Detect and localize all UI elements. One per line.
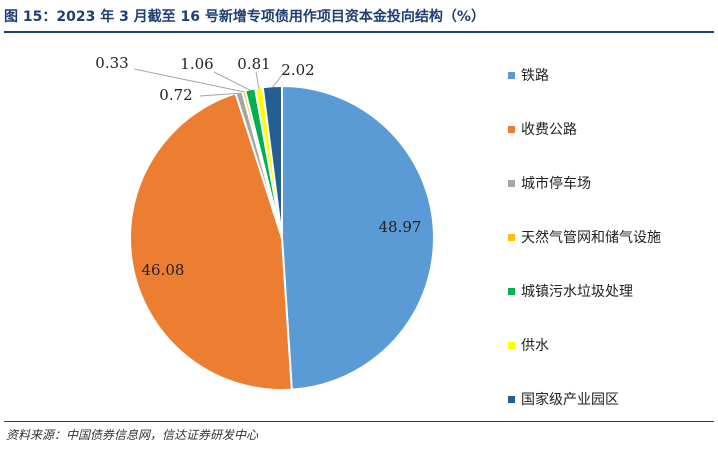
legend-swatch <box>508 233 515 241</box>
legend-label: 天然气管网和储气设施 <box>521 230 661 246</box>
title-divider <box>4 31 714 33</box>
legend-label: 城镇污水垃圾处理 <box>521 284 633 300</box>
data-label-3: 0.72 <box>159 86 192 104</box>
source-divider <box>4 421 714 422</box>
legend-label: 供水 <box>521 338 549 354</box>
data-label-6: 0.81 <box>237 55 270 73</box>
leader-line-3 <box>199 92 240 97</box>
legend-item-7: 国家级产业园区 <box>508 388 619 410</box>
leader-line-5 <box>213 71 251 91</box>
pie-slice-7 <box>261 84 283 239</box>
legend-item-3: 城市停车场 <box>508 172 591 194</box>
legend-item-2: 收费公路 <box>508 118 577 140</box>
legend-label: 铁路 <box>521 68 549 84</box>
data-label-2: 46.08 <box>142 261 185 279</box>
legend-label: 国家级产业园区 <box>521 392 619 408</box>
legend-label: 收费公路 <box>521 122 577 138</box>
legend-swatch <box>508 125 515 133</box>
legend-item-5: 城镇污水垃圾处理 <box>508 280 633 302</box>
leader-line-7 <box>272 69 287 88</box>
pie-slice-2 <box>129 92 293 391</box>
legend-swatch <box>508 287 515 295</box>
pie-slice-1 <box>281 84 435 391</box>
leader-line-6 <box>255 71 260 89</box>
leader-line-4 <box>133 68 245 93</box>
figure-title: 图 15：2023 年 3 月截至 16 号新增专项债用作项目资本金投向结构（%… <box>4 9 485 25</box>
legend-swatch <box>508 395 515 403</box>
data-label-5: 1.06 <box>180 55 213 73</box>
legend-swatch <box>508 179 515 187</box>
data-label-1: 48.97 <box>379 218 422 236</box>
legend-swatch <box>508 71 515 79</box>
legend-item-6: 供水 <box>508 334 549 356</box>
source-note: 资料来源：中国债券信息网，信达证券研发中心 <box>6 428 259 442</box>
legend-item-4: 天然气管网和储气设施 <box>508 226 661 248</box>
data-label-7: 2.02 <box>281 61 314 79</box>
legend-swatch <box>508 341 515 349</box>
pie-chart: 48.97 46.08 0.72 0.33 1.06 0.81 2.02 <box>95 54 435 391</box>
legend-item-1: 铁路 <box>508 64 549 86</box>
legend-label: 城市停车场 <box>521 176 591 192</box>
data-label-4: 0.33 <box>95 54 128 72</box>
